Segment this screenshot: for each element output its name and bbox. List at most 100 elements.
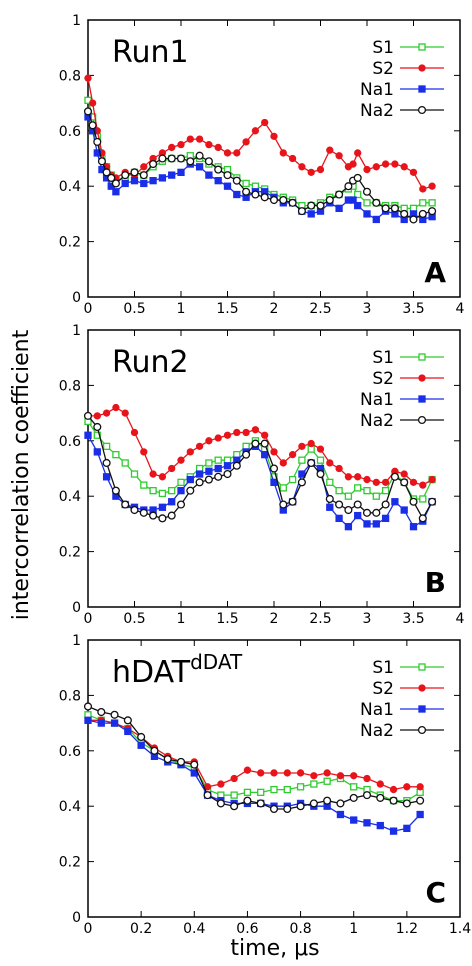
panel-letter: A (424, 256, 446, 289)
data-point-s1 (288, 475, 297, 484)
data-point-na2 (344, 182, 353, 191)
data-point-s2 (261, 431, 269, 439)
data-point-s2 (214, 143, 222, 152)
data-point-s1 (296, 783, 305, 791)
legend-label: Na2 (360, 721, 394, 741)
data-point-na2 (428, 497, 437, 506)
data-point-na2 (186, 486, 195, 495)
axis-ticks: 0 0.5 1 1.5 2 2.5 3 3.5 4 0 0.2 0.4 0.6 0.8 1 (59, 323, 465, 627)
data-point-na2 (123, 716, 132, 725)
data-point-s2 (310, 772, 318, 780)
data-point-s2 (381, 160, 390, 168)
data-point-s2 (403, 783, 411, 791)
y-tick-label: 0.4 (59, 799, 81, 815)
data-point-s1 (363, 199, 371, 207)
data-point-s1 (354, 484, 362, 492)
data-point-na1 (158, 174, 167, 182)
data-point-na1 (307, 210, 315, 218)
data-point-na1 (84, 716, 92, 724)
data-point-s2 (419, 185, 427, 193)
data-point-na2 (390, 472, 399, 481)
y-tick-label: 0 (72, 600, 81, 616)
data-point-na1 (354, 201, 362, 210)
x-tick-label: 0 (84, 611, 93, 627)
data-point-na2 (186, 157, 195, 166)
data-point-s1 (428, 199, 436, 207)
data-point-s2 (270, 132, 278, 140)
data-point-na2 (251, 190, 260, 199)
data-point-na1 (363, 210, 371, 218)
data-point-na2 (400, 209, 409, 218)
data-point-s2 (400, 163, 408, 171)
data-point-na2 (232, 461, 241, 470)
data-point-s2 (326, 459, 334, 467)
data-point-s2 (233, 428, 241, 437)
data-point-na2 (353, 173, 362, 182)
data-point-na1 (140, 179, 148, 188)
data-point-na2 (111, 179, 120, 188)
data-point-na1 (84, 431, 92, 439)
x-tick-label: 2.5 (309, 301, 331, 317)
x-tick-label: 0.5 (123, 301, 145, 317)
data-point-s1 (270, 785, 278, 794)
data-point-na2 (372, 198, 381, 207)
y-tick-label: 0.4 (59, 489, 81, 505)
data-point-s2 (350, 772, 358, 780)
x-tick-label: 4 (456, 301, 465, 317)
data-point-s2 (242, 428, 250, 437)
data-point-na2 (102, 168, 111, 177)
data-point-na1 (186, 475, 194, 484)
data-point-s1 (283, 785, 291, 794)
legend-swatch-marker (418, 43, 426, 51)
data-point-na1 (137, 741, 145, 749)
data-point-na2 (230, 802, 239, 811)
legend-label: Na1 (360, 390, 394, 410)
data-point-na1 (372, 520, 380, 528)
legend-label: S2 (372, 369, 394, 389)
data-point-na2 (390, 204, 399, 213)
data-point-na1 (121, 179, 129, 188)
legend-swatch-marker (418, 663, 426, 671)
data-point-s1 (323, 777, 331, 785)
data-point-na2 (149, 159, 158, 169)
data-point-s2 (140, 163, 148, 171)
x-tick-label: 1.4 (449, 921, 471, 937)
x-tick-label: 3 (363, 611, 372, 627)
data-point-s1 (112, 450, 120, 459)
data-point-s2 (298, 442, 306, 450)
data-point-na1 (416, 810, 424, 819)
data-point-na1 (326, 503, 334, 511)
data-point-s2 (416, 783, 424, 791)
data-point-na1 (354, 511, 362, 520)
data-point-s2 (242, 138, 250, 146)
data-point-na1 (403, 824, 411, 833)
data-point-na2 (336, 799, 345, 808)
data-point-s2 (316, 165, 325, 174)
panel-title: Run1 (112, 35, 189, 70)
data-point-na2 (256, 799, 265, 808)
data-point-na2 (137, 732, 146, 741)
data-point-s1 (298, 456, 306, 464)
data-point-s2 (168, 143, 176, 152)
x-tick-label: 1 (177, 611, 186, 627)
data-point-na1 (177, 168, 185, 177)
x-tick-label: 3.5 (402, 611, 424, 627)
data-point-s2 (288, 450, 297, 459)
data-point-s2 (223, 149, 232, 157)
data-point-na2 (83, 702, 93, 711)
series-na2 (83, 702, 425, 814)
data-point-na2 (204, 157, 213, 166)
data-point-s1 (310, 780, 318, 788)
data-point-s1 (335, 487, 343, 495)
data-point-na2 (362, 508, 372, 517)
data-point-na2 (376, 793, 385, 802)
data-point-s2 (354, 149, 362, 157)
panel-title: Run2 (112, 345, 189, 380)
y-tick-label: 0.2 (59, 855, 81, 871)
data-point-na2 (139, 508, 148, 517)
legend-label: Na2 (360, 101, 394, 121)
x-axis-label: time, μs (230, 936, 319, 961)
